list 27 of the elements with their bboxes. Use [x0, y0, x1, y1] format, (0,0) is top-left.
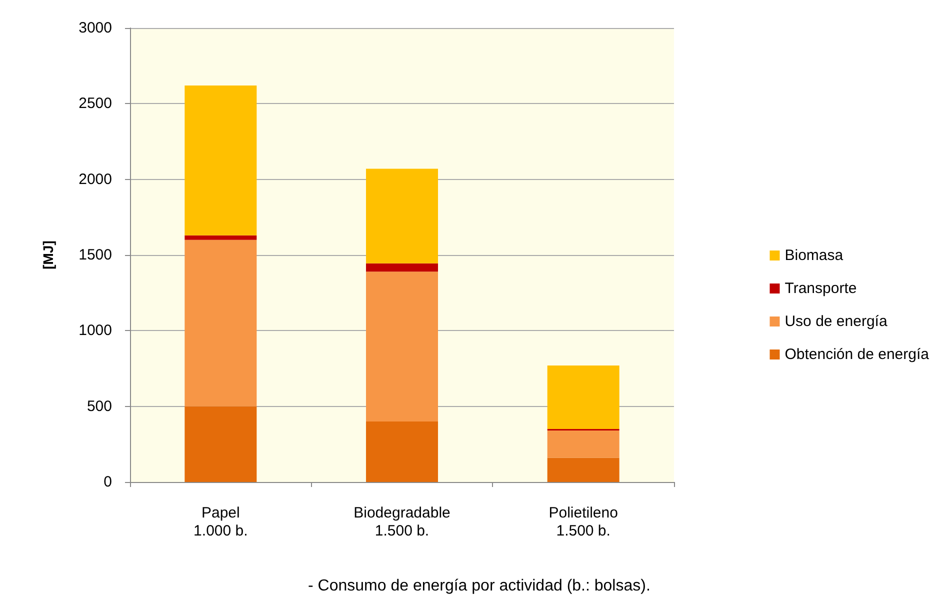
- y-tick-label: 2500: [78, 95, 112, 112]
- bar: [547, 458, 620, 482]
- y-tick-label: 3000: [78, 20, 112, 36]
- y-tick-label: 1500: [78, 246, 112, 264]
- y-tick-label: 1000: [78, 322, 112, 340]
- bar: [547, 365, 620, 430]
- legend-label: Transporte: [784, 280, 857, 297]
- legend-label: Uso de energía: [784, 313, 888, 330]
- bar: [366, 421, 438, 482]
- legend-label: Biomasa: [784, 247, 844, 264]
- x-tick-label: Polietileno 1.500 b.: [548, 504, 618, 540]
- bar: [184, 235, 257, 240]
- bar: [184, 86, 257, 236]
- bar: [547, 430, 620, 458]
- x-tick-label: Biodegradable 1.500 b.: [354, 504, 450, 540]
- bar: [366, 272, 438, 422]
- text: - Consumo de energía por actividad (b.: bolsas).: [308, 578, 650, 594]
- bar: [184, 240, 257, 406]
- y-tick-label: 2000: [78, 170, 112, 188]
- y-tick-label: 500: [86, 398, 112, 415]
- bar: [366, 263, 438, 272]
- bar: [184, 406, 257, 482]
- legend-label: Obtención de energía: [784, 346, 930, 363]
- y-axis-title: [MJ]: [40, 240, 56, 270]
- y-tick-label: 0: [104, 474, 112, 490]
- x-tick-label: Papel 1.000 b.: [194, 504, 248, 540]
- bar: [366, 168, 438, 264]
